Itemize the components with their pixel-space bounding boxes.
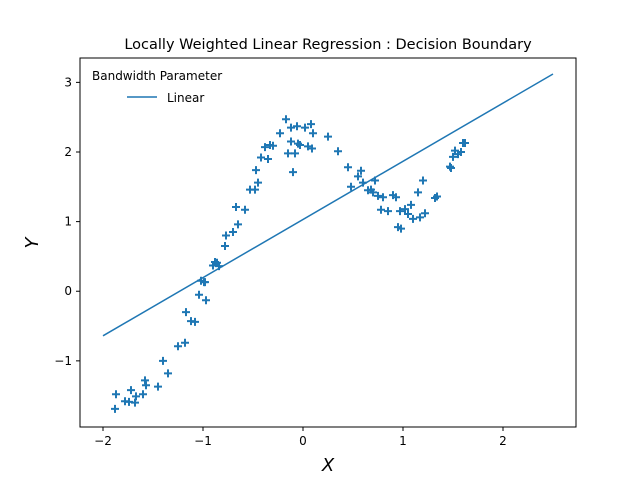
- scatter-point: [182, 308, 190, 317]
- scatter-point: [251, 185, 259, 194]
- x-axis: −2 −1 0 1 2: [94, 427, 507, 448]
- scatter-point: [414, 188, 422, 197]
- y-tick-label: 0: [64, 284, 72, 298]
- y-tick-label: 1: [64, 215, 72, 229]
- scatter-point: [419, 176, 427, 185]
- scatter-point: [111, 404, 119, 413]
- scatter-point: [416, 213, 424, 222]
- scatter-point: [433, 192, 441, 201]
- scatter-point: [289, 168, 297, 177]
- scatter-point: [357, 166, 365, 175]
- scatter-point: [181, 338, 189, 347]
- scatter-point: [234, 220, 242, 229]
- legend-entry-linear: Linear: [167, 91, 204, 105]
- scatter-point: [374, 191, 382, 200]
- scatter-point: [284, 149, 292, 158]
- regression-line-linear: [102, 73, 554, 337]
- scatter-point: [347, 182, 355, 191]
- legend-title: Bandwidth Parameter: [92, 69, 222, 83]
- scatter-point: [396, 207, 404, 216]
- scatter-point: [447, 164, 455, 173]
- scatter-point: [307, 120, 315, 129]
- scatter-point: [379, 193, 387, 202]
- scatter-point: [261, 143, 269, 152]
- x-tick-label: 1: [399, 434, 407, 448]
- scatter-point: [264, 154, 272, 163]
- y-tick-label: 3: [64, 75, 72, 89]
- scatter-point: [257, 153, 265, 162]
- scatter-point: [334, 147, 342, 156]
- scatter-point: [293, 122, 301, 131]
- scatter-point: [232, 202, 240, 211]
- scatter-point: [164, 369, 172, 378]
- scatter-point: [252, 166, 260, 175]
- scatter-point: [384, 207, 392, 216]
- scatter-point: [354, 172, 362, 181]
- scatter-point: [241, 205, 249, 214]
- scatter-point: [404, 209, 412, 218]
- scatter-point: [397, 224, 405, 233]
- scatter-point: [276, 129, 284, 138]
- scatter-point: [154, 382, 162, 391]
- scatter-point: [191, 317, 199, 326]
- scatter-point: [324, 132, 332, 141]
- x-tick-label: −1: [194, 434, 212, 448]
- scatter-point: [195, 290, 203, 299]
- scatter-point: [296, 141, 304, 150]
- y-axis: −1 0 1 2 3: [54, 75, 80, 368]
- x-tick-label: 0: [299, 434, 307, 448]
- scatter-point: [421, 209, 429, 218]
- scatter-point: [269, 141, 277, 150]
- scatter-point: [287, 123, 295, 132]
- scatter-point: [287, 137, 295, 146]
- plot-area-frame: [79, 57, 577, 428]
- scatter-point: [201, 278, 209, 287]
- x-axis-label: X: [321, 455, 335, 476]
- chart-title: Locally Weighted Linear Regression : Dec…: [124, 37, 532, 53]
- scatter-point: [222, 231, 230, 240]
- x-tick-label: −2: [94, 434, 112, 448]
- legend: Bandwidth Parameter Linear: [92, 69, 222, 105]
- scatter-point: [291, 149, 299, 158]
- scatter-point: [221, 241, 229, 250]
- scatter-point: [229, 228, 237, 237]
- scatter-point: [159, 356, 167, 365]
- scatter-point: [301, 123, 309, 132]
- y-tick-label: −1: [54, 354, 72, 368]
- scatter-point: [127, 386, 135, 395]
- scatter-point: [344, 163, 352, 172]
- line-layer: [102, 73, 554, 337]
- scatter-point: [132, 392, 140, 401]
- scatter-point: [392, 193, 400, 202]
- scatter-point: [139, 390, 147, 399]
- y-axis-label: Y: [22, 236, 43, 249]
- points-layer: [111, 115, 469, 413]
- scatter-point: [254, 178, 262, 187]
- scatter-point: [202, 296, 210, 305]
- scatter-point: [457, 147, 465, 156]
- scatter-point: [112, 390, 120, 399]
- scatter-point: [369, 188, 377, 197]
- scatter-point: [407, 200, 415, 209]
- scatter-point: [174, 342, 182, 351]
- scatter-point: [308, 144, 316, 153]
- scatter-point: [461, 138, 469, 147]
- y-tick-label: 2: [64, 145, 72, 159]
- scatter-point: [377, 205, 385, 214]
- scatter-point: [401, 205, 409, 214]
- scatter-point: [449, 152, 457, 161]
- x-tick-label: 2: [499, 434, 507, 448]
- scatter-point: [309, 129, 317, 138]
- scatter-point: [409, 214, 417, 223]
- scatter-point: [142, 381, 150, 390]
- scatter-point: [282, 115, 290, 124]
